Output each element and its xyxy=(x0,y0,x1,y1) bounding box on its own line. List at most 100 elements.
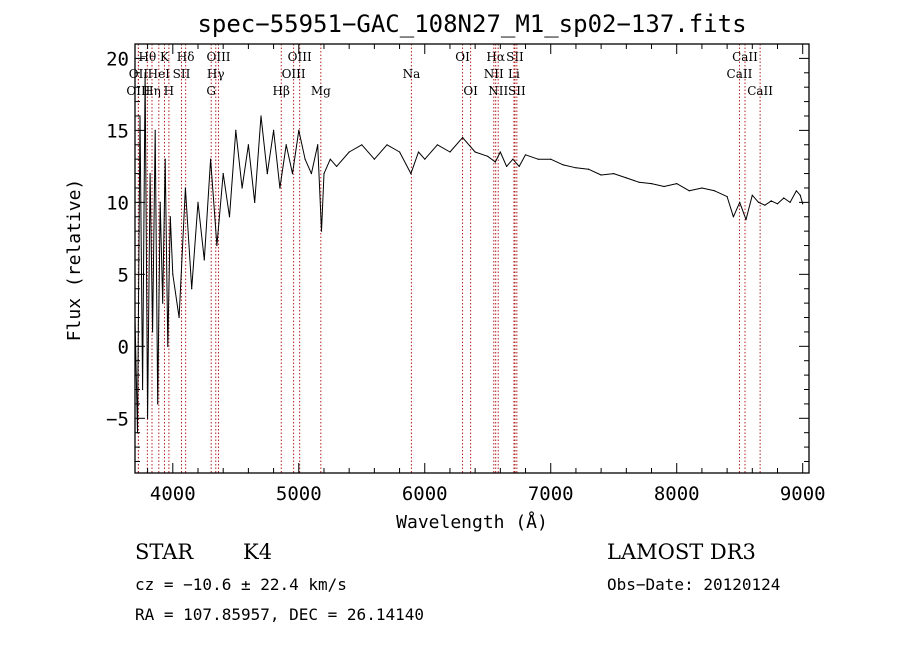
line-marker-label-13: OIII xyxy=(282,67,306,81)
data-point-45 xyxy=(373,158,375,160)
data-point-78 xyxy=(732,216,735,218)
line-marker-label-27: CaII xyxy=(747,84,773,98)
data-point-61 xyxy=(524,154,527,156)
data-point-80 xyxy=(745,219,747,221)
line-marker-label-18: OI xyxy=(463,84,478,98)
data-point-9 xyxy=(157,403,159,405)
data-point-39 xyxy=(320,230,323,232)
line-marker-label-19: Hα xyxy=(486,50,505,64)
data-point-51 xyxy=(436,144,438,146)
line-marker-label-3: Hη xyxy=(143,84,161,98)
line-marker-label-10: Hγ xyxy=(207,67,225,81)
data-point-56 xyxy=(494,161,496,163)
y-axis-title: Flux (relative) xyxy=(64,179,85,342)
x-tick-label-1: 5000 xyxy=(276,483,322,505)
line-marker-label-7: Hδ xyxy=(177,50,195,64)
line-marker-label-0: Hθ xyxy=(138,50,156,64)
data-point-50 xyxy=(424,158,426,160)
data-point-72 xyxy=(663,185,665,188)
data-point-83 xyxy=(764,204,766,206)
axis-ticks: 4000 5000 6000 7000 8000 9000 −5 0 5 10 15 20 xyxy=(106,43,826,505)
line-marker-label-20: NII xyxy=(484,67,504,81)
data-point-12 xyxy=(164,158,166,160)
data-point-6 xyxy=(149,173,151,175)
line-marker-label-11: G xyxy=(206,84,216,98)
data-point-70 xyxy=(638,181,640,183)
survey-label: LAMOST DR3 xyxy=(607,540,756,564)
x-axis-title: Wavelength (Å) xyxy=(396,511,548,533)
data-point-7 xyxy=(152,331,154,333)
data-point-85 xyxy=(776,203,779,205)
data-point-69 xyxy=(625,177,627,179)
redshift-cz: cz = −10.6 ± 22.4 km/s xyxy=(135,575,347,594)
obs-date: Obs−Date: 20120124 xyxy=(607,575,780,594)
data-point-8 xyxy=(154,129,156,131)
x-tick-label-3: 7000 xyxy=(528,483,574,505)
data-point-31 xyxy=(273,129,275,131)
data-point-30 xyxy=(266,173,268,175)
data-point-68 xyxy=(613,173,615,175)
y-tick-label-4: 15 xyxy=(106,120,129,142)
line-marker-label-4: K xyxy=(160,50,170,64)
x-tick-label-5: 9000 xyxy=(780,483,826,505)
data-point-35 xyxy=(298,129,300,131)
y-tick-label-5: 20 xyxy=(106,48,129,70)
x-tick-label-2: 6000 xyxy=(402,483,448,505)
data-point-74 xyxy=(688,190,690,192)
data-point-26 xyxy=(241,187,243,189)
data-point-46 xyxy=(386,144,388,146)
data-point-48 xyxy=(410,173,412,175)
line-marker-label-26: CaII xyxy=(727,67,753,81)
data-point-37 xyxy=(310,173,312,175)
line-marker-label-6: H xyxy=(164,84,174,98)
series-line-flux xyxy=(134,72,804,434)
data-point-40 xyxy=(323,173,325,175)
plot-frame xyxy=(134,43,810,474)
data-point-73 xyxy=(676,183,678,185)
x-tick-label-0: 4000 xyxy=(150,483,196,505)
data-point-58 xyxy=(506,165,508,167)
line-marker-label-5: HeI xyxy=(148,67,171,81)
data-point-82 xyxy=(758,201,760,203)
data-point-89 xyxy=(799,194,801,196)
data-point-36 xyxy=(304,158,306,160)
y-tick-label-1: 0 xyxy=(118,336,129,358)
data-point-90 xyxy=(802,203,804,205)
line-marker-label-17: OI xyxy=(455,50,470,64)
data-point-41 xyxy=(329,158,331,160)
data-point-22 xyxy=(216,244,218,247)
data-point-25 xyxy=(235,129,237,131)
line-marker-label-12: OIII xyxy=(288,50,312,64)
data-point-17 xyxy=(184,187,186,189)
data-point-62 xyxy=(537,158,539,160)
data-point-18 xyxy=(191,288,193,290)
y-tick-label-2: 5 xyxy=(118,264,129,286)
data-point-84 xyxy=(770,200,772,202)
data-point-54 xyxy=(474,151,476,153)
y-tick-label-3: 10 xyxy=(106,192,129,214)
data-point-20 xyxy=(203,259,205,261)
data-point-77 xyxy=(726,196,728,198)
data-point-32 xyxy=(279,187,281,189)
data-point-27 xyxy=(247,144,249,146)
data-point-3 xyxy=(142,388,144,391)
line-marker-label-9: OIII xyxy=(206,50,230,64)
data-point-57 xyxy=(499,151,501,153)
data-point-44 xyxy=(361,144,363,146)
y-tick-label-0: −5 xyxy=(106,408,129,430)
line-marker-label-15: Mg xyxy=(311,84,331,98)
object-subclass: K4 xyxy=(243,540,272,564)
data-point-53 xyxy=(462,137,464,139)
data-point-47 xyxy=(399,151,401,153)
data-point-29 xyxy=(260,115,262,117)
data-point-38 xyxy=(317,144,319,146)
line-marker-label-1: OII xyxy=(129,67,149,81)
data-point-76 xyxy=(713,190,716,192)
data-point-81 xyxy=(751,194,753,196)
data-point-75 xyxy=(701,187,703,189)
line-marker-label-8: SII xyxy=(173,67,191,81)
data-point-28 xyxy=(254,201,256,203)
object-class: STAR xyxy=(135,540,194,564)
